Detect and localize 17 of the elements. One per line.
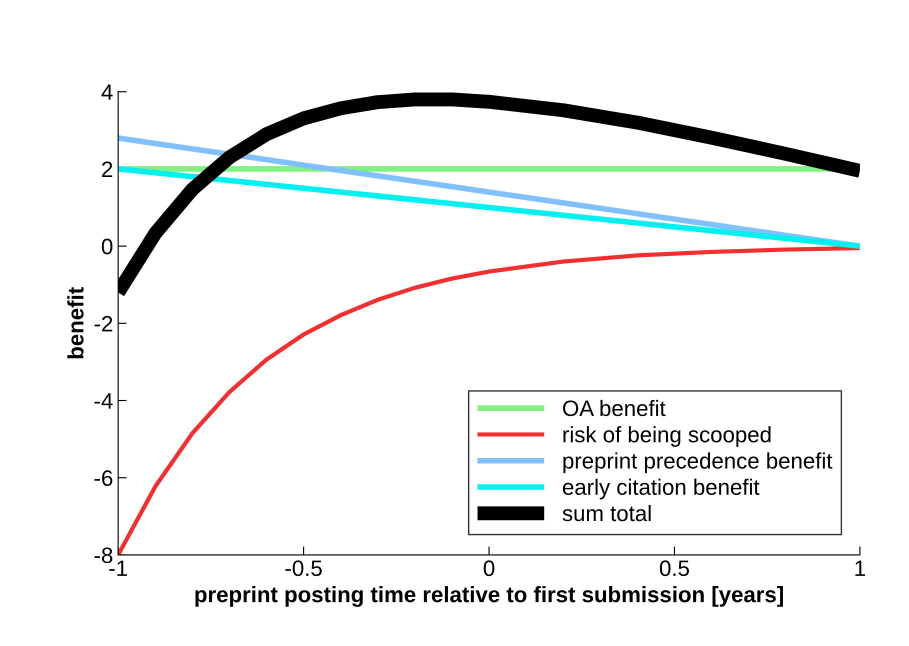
- y-tick-label: 4: [101, 84, 113, 100]
- y-tick-label: 0: [102, 238, 112, 254]
- x-tick-label: -0.5: [285, 560, 322, 576]
- x-axis-title: preprint posting time relative to first submission [years]: [195, 586, 783, 607]
- y-tick-label: -2: [94, 316, 112, 332]
- legend-label: risk of being scooped: [563, 426, 771, 447]
- legend-label: sum total: [562, 504, 651, 522]
- x-tick-label: 1: [855, 560, 866, 576]
- y-tick-label: 2: [102, 161, 112, 177]
- x-tick-label: 0.5: [660, 560, 689, 576]
- y-axis-title: benefit: [67, 287, 84, 358]
- y-tick-label: -4: [94, 393, 113, 409]
- legend-label: early citation benefit: [562, 478, 760, 500]
- y-tick-label: -6: [94, 470, 112, 486]
- legend-label: OA benefit: [563, 400, 666, 416]
- legend-label: preprint precedence benefit: [563, 452, 832, 474]
- x-tick-label: 0: [484, 560, 494, 576]
